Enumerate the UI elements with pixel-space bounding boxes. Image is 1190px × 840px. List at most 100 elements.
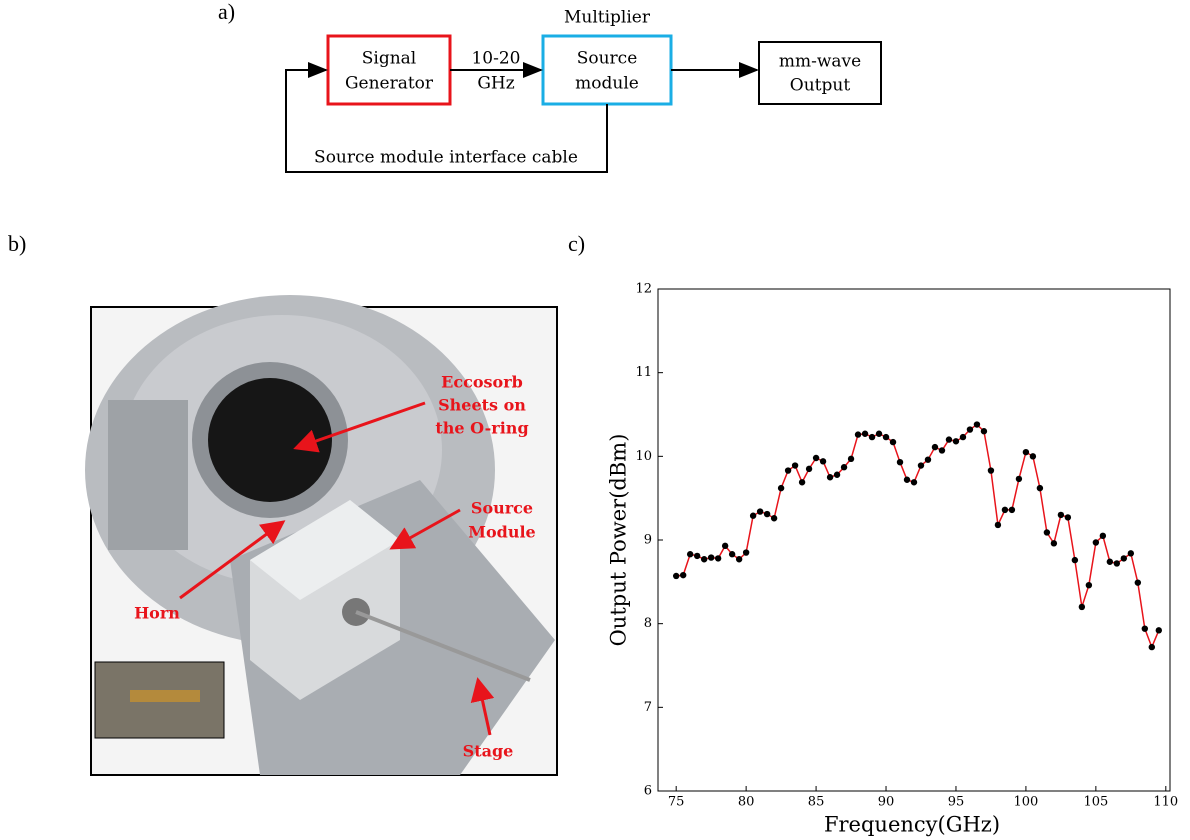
cable-loop [285,62,608,173]
data-point [987,467,995,474]
data-point [1099,532,1107,540]
data-point [840,464,848,471]
data-point [812,454,820,462]
data-point [910,479,918,486]
y-tick-label: 8 [644,616,652,631]
data-point [938,447,946,454]
data-point [700,556,708,563]
data-point [896,458,904,466]
node-caption: Multiplier [564,8,651,28]
data-point [735,556,743,563]
data-point [1064,514,1072,521]
node-label: module [575,74,639,94]
x-tick-label: 105 [1083,795,1108,810]
series-line [676,423,1160,650]
data-point [994,521,1002,529]
data-point [763,510,771,518]
data-point [1036,484,1044,492]
annotation-arrow [293,401,426,453]
data-point [1022,448,1030,456]
data-point [861,430,869,437]
panel-label: b) [8,231,26,256]
data-point [1001,506,1009,514]
y-tick-label: 7 [644,700,652,715]
data-point [672,572,680,580]
node-label: Generator [345,74,434,94]
data-point [1106,558,1114,565]
photo-annotation: Source [471,499,533,518]
data-point [721,542,729,550]
photo-annotation: Module [468,523,535,542]
y-axis-title: Output Power(dBm) [607,434,631,647]
data-point [1134,579,1142,586]
source-module-box [541,34,673,106]
data-point [714,555,722,562]
data-point [945,436,953,443]
x-tick-label: 110 [1153,795,1178,810]
y-tick-label: 12 [635,282,652,297]
annotation-arrow [389,508,461,550]
x-tick-label: 90 [878,795,895,810]
data-point [1113,560,1121,567]
data-point [1050,540,1058,547]
data-point [1008,506,1016,514]
photo-annotation: Sheets on [438,396,526,415]
photo-annotation: the O-ring [435,419,528,438]
data-point [931,443,939,451]
x-tick-label: 80 [738,795,755,810]
data-point [1071,556,1079,564]
data-point [1057,511,1065,519]
annotation-arrow [179,520,286,600]
y-tick-label: 9 [644,533,652,548]
data-point [882,433,890,441]
annotation-arrow [470,677,495,736]
data-point [868,433,876,441]
edge-label: 10-20 [471,49,520,69]
data-point [1127,550,1135,557]
data-point [1141,625,1149,632]
data-point [742,549,750,556]
data-point [924,456,932,463]
data-point [952,438,960,445]
data-point [791,462,799,469]
x-tick-label: 100 [1013,795,1038,810]
edge-label: Source module interface cable [314,148,578,168]
data-point [1029,453,1037,460]
data-point [1148,643,1156,651]
data-point [980,428,988,435]
data-point [973,421,981,428]
data-point [917,462,925,469]
data-point [959,433,967,441]
signal-generator-box [326,34,452,106]
data-point [756,508,764,515]
data-point [1120,555,1128,562]
y-tick-label: 10 [635,449,652,464]
data-point [805,465,813,473]
data-point [777,484,785,492]
data-point [966,426,974,433]
data-point [1085,581,1093,589]
data-point [728,551,736,558]
node-label: Source [577,49,638,69]
x-tick-label: 75 [668,795,685,810]
data-point [707,554,715,561]
y-tick-label: 11 [635,365,652,380]
data-point [854,431,862,438]
data-point [1043,529,1051,536]
x-tick-label: 95 [948,795,965,810]
data-point [1092,539,1100,546]
data-point [770,515,778,522]
data-point [833,471,841,478]
node-label: Output [790,76,851,96]
photo-annotation: Stage [463,742,514,761]
x-axis-title: Frequency(GHz) [824,813,1000,837]
data-point [1078,603,1086,611]
photo-annotation: Horn [134,604,180,623]
node-label: mm-wave [779,52,861,72]
plot-frame [657,288,1171,792]
data-point [903,476,911,483]
output-box [758,41,882,105]
data-point [679,571,687,579]
data-point [1155,627,1163,634]
